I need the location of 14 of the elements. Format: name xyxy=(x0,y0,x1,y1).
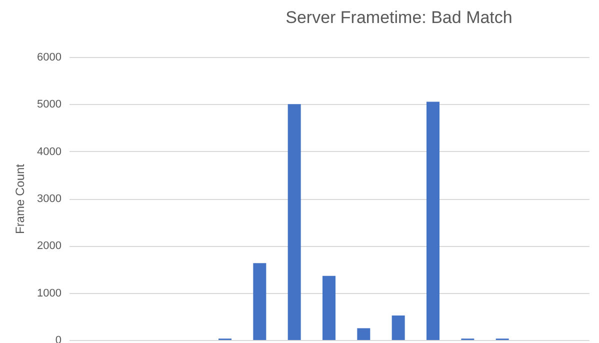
bar xyxy=(426,102,440,340)
y-tick-label: 2000 xyxy=(37,240,62,252)
y-tick-label: 6000 xyxy=(37,52,62,64)
y-tick-label: 5000 xyxy=(37,98,62,111)
bar xyxy=(253,263,266,340)
bar xyxy=(392,315,405,340)
y-axis-title: Frame Count xyxy=(13,163,28,234)
chart-title: Server Frametime: Bad Match xyxy=(286,8,512,27)
y-tick-label: 3000 xyxy=(37,193,62,205)
bar xyxy=(357,328,370,340)
bar xyxy=(322,276,336,340)
y-tick-label: 1000 xyxy=(37,287,62,300)
bar xyxy=(288,104,301,340)
y-tick-label: 4000 xyxy=(37,146,62,158)
